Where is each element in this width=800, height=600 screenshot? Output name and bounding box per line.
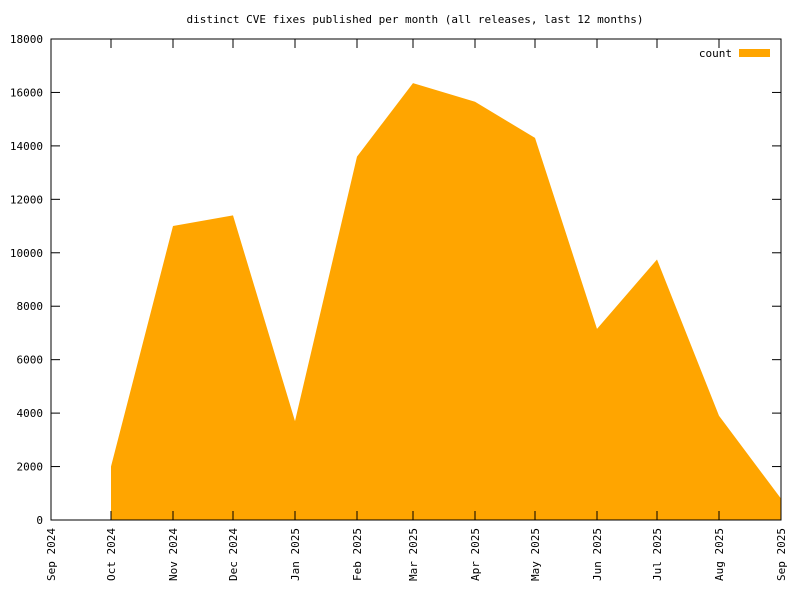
x-tick-label: Sep 2024 bbox=[45, 528, 58, 581]
y-tick-label: 16000 bbox=[10, 86, 43, 99]
chart-title: distinct CVE fixes published per month (… bbox=[187, 13, 644, 26]
x-tick-label: Dec 2024 bbox=[227, 528, 240, 581]
area bbox=[111, 83, 781, 520]
y-tick-label: 4000 bbox=[17, 407, 44, 420]
legend-label: count bbox=[699, 47, 732, 60]
y-tick-label: 10000 bbox=[10, 247, 43, 260]
x-tick-label: Aug 2025 bbox=[713, 528, 726, 581]
x-tick-label: Jul 2025 bbox=[651, 528, 664, 581]
y-tick-label: 2000 bbox=[17, 461, 44, 474]
plot-border bbox=[50, 38, 782, 521]
x-tick-label: Apr 2025 bbox=[469, 528, 482, 581]
y-tick-label: 14000 bbox=[10, 140, 43, 153]
x-tick-label: Mar 2025 bbox=[407, 528, 420, 581]
x-tick-label: Jan 2025 bbox=[289, 528, 302, 581]
y-tick-label: 6000 bbox=[17, 354, 44, 367]
x-tick-label: Nov 2024 bbox=[167, 528, 180, 581]
y-tick-label: 0 bbox=[36, 514, 43, 527]
x-tick-label: Oct 2024 bbox=[105, 528, 118, 581]
x-tick-label: Jun 2025 bbox=[591, 528, 604, 581]
x-tick-label: Feb 2025 bbox=[351, 528, 364, 581]
y-tick-label: 8000 bbox=[17, 300, 44, 313]
x-tick-label: May 2025 bbox=[529, 528, 542, 581]
y-tick-label: 12000 bbox=[10, 193, 43, 206]
y-tick-label: 18000 bbox=[10, 33, 43, 46]
legend-swatch bbox=[739, 49, 770, 57]
x-tick-label: Sep 2025 bbox=[775, 528, 788, 581]
